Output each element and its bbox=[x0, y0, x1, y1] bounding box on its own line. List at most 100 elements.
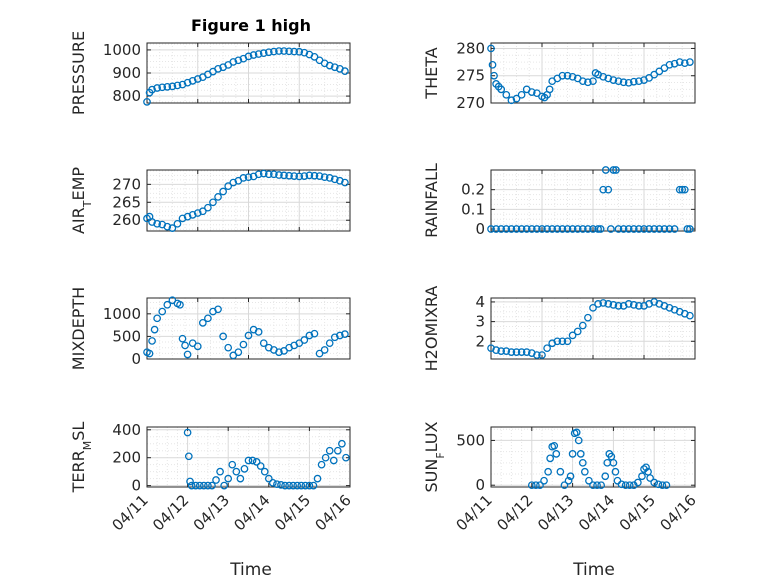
data-point bbox=[252, 458, 261, 466]
data-point bbox=[325, 61, 334, 70]
data-point bbox=[183, 212, 192, 221]
data-point bbox=[214, 64, 222, 73]
data-point bbox=[163, 222, 172, 231]
data-point bbox=[178, 334, 187, 343]
data-point bbox=[148, 337, 156, 345]
data-point bbox=[599, 299, 608, 307]
data-point bbox=[536, 481, 544, 490]
data-point bbox=[675, 185, 684, 194]
data-point bbox=[229, 58, 238, 66]
data-point bbox=[275, 47, 283, 55]
data-point bbox=[548, 225, 557, 233]
data-point bbox=[686, 225, 694, 233]
y-tick-label: 275 bbox=[456, 67, 485, 85]
y-tick-label: 265 bbox=[112, 193, 141, 211]
data-point bbox=[527, 481, 536, 490]
y-axis-label: PRESSURE bbox=[69, 31, 88, 115]
data-point bbox=[624, 78, 633, 87]
data-point bbox=[665, 60, 674, 69]
data-point bbox=[183, 428, 192, 437]
data-point bbox=[497, 347, 506, 355]
data-point bbox=[576, 450, 585, 458]
data-point bbox=[619, 225, 628, 233]
data-point bbox=[522, 348, 531, 356]
x-tick-label: 04/16 bbox=[312, 491, 355, 534]
data-point bbox=[150, 325, 159, 334]
data-point bbox=[550, 441, 559, 450]
data-point bbox=[289, 481, 298, 490]
data-point bbox=[183, 78, 192, 87]
data-point bbox=[300, 48, 309, 57]
data-point bbox=[310, 52, 319, 61]
data-point bbox=[617, 480, 626, 489]
data-point bbox=[597, 481, 606, 490]
data-point bbox=[329, 456, 338, 465]
data-point bbox=[216, 467, 224, 476]
data-point bbox=[199, 481, 208, 490]
y-tick-label: 800 bbox=[112, 87, 141, 105]
data-point bbox=[193, 342, 202, 351]
y-tick-label: 0 bbox=[131, 350, 141, 368]
data-point bbox=[277, 481, 285, 489]
data-point bbox=[589, 77, 597, 86]
data-point bbox=[244, 173, 253, 182]
y-tick-label: 500 bbox=[112, 327, 141, 345]
data-point bbox=[609, 301, 618, 309]
data-point bbox=[654, 480, 663, 489]
data-point bbox=[553, 337, 562, 346]
data-point bbox=[594, 300, 602, 308]
data-point bbox=[275, 171, 283, 179]
data-point bbox=[580, 467, 589, 476]
data-point bbox=[599, 185, 608, 194]
data-point bbox=[281, 481, 289, 490]
data-point bbox=[507, 96, 516, 105]
data-point bbox=[599, 72, 608, 81]
data-point bbox=[568, 450, 577, 458]
data-point bbox=[497, 85, 506, 94]
data-point bbox=[240, 465, 249, 473]
data-point bbox=[315, 172, 324, 180]
data-point bbox=[214, 193, 222, 201]
data-point bbox=[578, 321, 587, 330]
data-point bbox=[566, 472, 575, 481]
data-point bbox=[333, 446, 342, 455]
data-point bbox=[585, 476, 593, 485]
data-point bbox=[611, 467, 620, 476]
data-point bbox=[563, 225, 572, 233]
data-point bbox=[280, 171, 288, 180]
data-point bbox=[295, 172, 304, 181]
y-tick-label: 200 bbox=[112, 449, 141, 467]
data-point bbox=[320, 173, 329, 182]
data-point bbox=[568, 72, 577, 81]
data-point bbox=[204, 481, 212, 490]
data-point bbox=[619, 78, 628, 87]
data-point bbox=[538, 225, 546, 233]
data-point bbox=[584, 225, 592, 233]
data-point bbox=[158, 307, 167, 316]
data-point bbox=[614, 77, 623, 86]
data-point bbox=[188, 211, 197, 219]
data-point bbox=[220, 481, 228, 490]
data-point bbox=[173, 219, 182, 228]
data-point bbox=[604, 74, 613, 83]
data-point bbox=[650, 225, 659, 233]
data-point bbox=[178, 80, 187, 89]
data-point bbox=[254, 50, 263, 58]
data-point bbox=[195, 481, 204, 490]
data-point bbox=[293, 481, 302, 490]
data-point bbox=[264, 48, 273, 57]
data-point bbox=[305, 331, 314, 340]
x-tick-label: 04/13 bbox=[190, 491, 233, 534]
data-point bbox=[533, 351, 541, 359]
y-axis-label: MIXDEPTH bbox=[69, 287, 88, 370]
y-tick-label: 500 bbox=[456, 431, 485, 449]
data-point bbox=[604, 185, 613, 194]
data-point bbox=[301, 481, 310, 490]
y-axis-label: TERRMSL bbox=[69, 422, 94, 494]
data-point bbox=[244, 456, 253, 465]
data-point bbox=[614, 302, 623, 310]
y-tick-label: 1000 bbox=[103, 305, 141, 323]
data-point bbox=[558, 225, 567, 233]
